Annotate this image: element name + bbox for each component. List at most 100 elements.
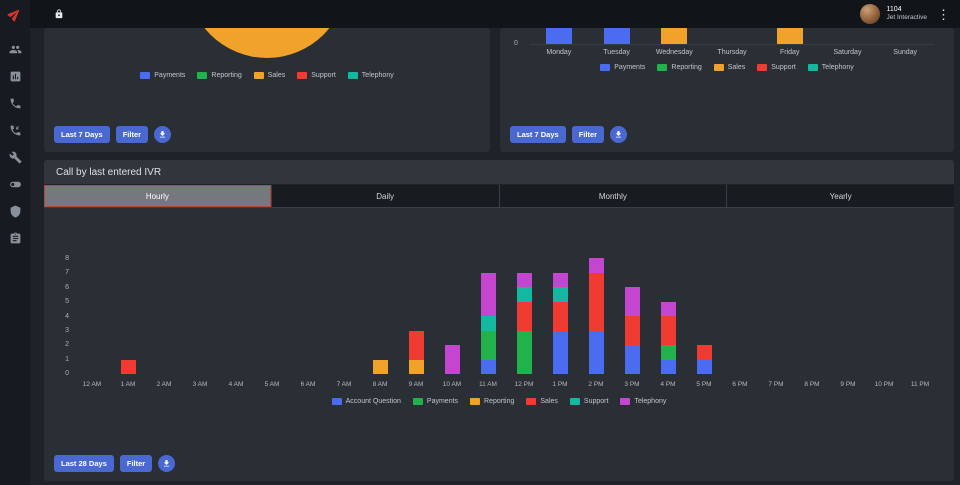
download-icon [164,460,170,467]
stacked-bar [516,272,532,374]
download-button[interactable] [610,126,628,143]
lock-icon[interactable] [54,9,64,19]
bar-column [650,301,686,374]
stacked-bar [372,359,388,374]
stacked-bar [588,258,604,374]
legend-item-account-question[interactable]: Account Question [331,398,401,405]
legend-swatch [526,398,537,405]
legend-item-payments[interactable]: Payments [140,72,185,79]
tab-hourly[interactable]: Hourly [44,185,272,207]
y-axis-label: 0 [514,40,518,47]
legend-item-payments[interactable]: Payments [412,398,458,405]
legend-item-payments[interactable]: Payments [600,64,645,71]
y-tick-label: 5 [65,298,69,306]
user-id: 1104 [886,5,902,13]
ivr-actions: Last 28 Days Filter [54,455,176,472]
hour-label: 10 AM [442,381,462,388]
bar-segment-telephony [444,345,460,374]
hour-label: 9 AM [408,381,424,388]
date-range-button[interactable]: Last 7 Days [510,126,566,143]
panel-calls-by-weekday: 0 Monday Tuesday Wednesday Thursday Friday Sa… [500,28,954,152]
y-axis: 8 7 6 5 4 3 2 1 0 [58,255,74,377]
bar-segment-sales [552,301,568,331]
weekday-legend: Payments Reporting Sales Support Telephony [500,64,954,71]
bar-segment-sales [696,345,712,360]
hour-label: 9 PM [840,381,856,388]
hour-label: 6 AM [300,381,316,388]
jet-logo-icon[interactable] [5,4,25,24]
shield-icon[interactable] [9,205,22,218]
legend-item-sales[interactable]: Sales [526,398,558,405]
legend-item-reporting[interactable]: Reporting [657,64,702,71]
users-icon[interactable] [9,43,22,56]
wrench-icon[interactable] [9,151,22,164]
phone-callback-icon[interactable] [9,124,22,137]
filter-button[interactable]: Filter [115,126,149,143]
weekday-label: Wednesday [655,49,693,56]
hour-label: 7 AM [336,381,352,388]
legend-item-sales[interactable]: Sales [253,72,285,79]
hour-label: 4 AM [228,381,244,388]
bar-segment-reporting [408,359,424,374]
report-icon[interactable] [9,232,22,245]
hour-label: 7 PM [768,381,784,388]
bar-segment-account-question [696,359,712,374]
date-range-button[interactable]: Last 28 Days [54,455,114,472]
tab-monthly[interactable]: Monthly [500,185,728,207]
filter-button[interactable]: Filter [571,126,605,143]
avatar[interactable] [859,4,880,24]
ivr-tabs: Hourly Daily Monthly Yearly [44,185,954,208]
toggle-icon[interactable] [9,178,22,191]
bar-column [686,345,722,374]
bar-segment-payments [480,330,496,360]
stacked-bar [696,345,712,374]
bar-segment-account-question [552,330,568,374]
hour-label: 4 PM [660,381,676,388]
y-tick-label: 4 [65,312,69,320]
hour-label: 10 PM [874,381,894,388]
bar-segment-telephony [660,301,676,316]
bar-segment-sales [624,316,640,345]
hour-label: 3 AM [192,381,208,388]
y-tick-label: 2 [65,341,69,349]
legend-item-support[interactable]: Support [757,64,796,71]
legend-item-telephony[interactable]: Telephony [807,64,854,71]
bar-segment-payments [516,330,532,374]
legend-item-telephony[interactable]: Telephony [620,398,666,405]
filter-button[interactable]: Filter [119,455,153,472]
legend-swatch [757,64,768,71]
bar-segment-account-question [480,359,496,374]
tab-daily[interactable]: Daily [272,185,500,207]
hour-label: 6 PM [732,381,748,388]
bar-tuesday [603,28,630,44]
hourly-stacked-chart: 8 7 6 5 4 3 2 1 0 [58,255,938,377]
download-icon [159,131,166,138]
download-button[interactable] [154,126,172,143]
download-button[interactable] [158,455,176,472]
stacked-bar [444,345,460,374]
pie-actions: Last 7 Days Filter [54,126,172,143]
bar-segment-support [480,316,496,331]
stacked-bar [480,272,496,374]
date-range-button[interactable]: Last 7 Days [54,126,110,143]
legend-item-support[interactable]: Support [297,72,336,79]
legend-swatch [297,72,308,79]
legend-item-reporting[interactable]: Reporting [470,398,514,405]
bar-segment-reporting [372,359,388,374]
bar-segment-sales [660,316,676,345]
bar-segment-sales [516,301,532,331]
topbar: 1104 Jet Interactive ⋮ [30,0,960,28]
phone-icon[interactable] [9,97,22,110]
legend-item-sales[interactable]: Sales [713,64,745,71]
bar-segment-account-question [660,359,676,374]
hour-label: 12 AM [82,381,102,388]
bar-chart-icon[interactable] [9,70,22,83]
legend-item-telephony[interactable]: Telephony [347,72,394,79]
bar-segment-telephony [588,258,604,273]
y-tick-label: 8 [65,255,69,262]
legend-item-support[interactable]: Support [569,398,608,405]
kebab-menu-icon[interactable]: ⋮ [937,6,950,22]
pie-slice-sales [187,28,347,58]
tab-yearly[interactable]: Yearly [829,191,852,201]
legend-item-reporting[interactable]: Reporting [197,72,242,79]
